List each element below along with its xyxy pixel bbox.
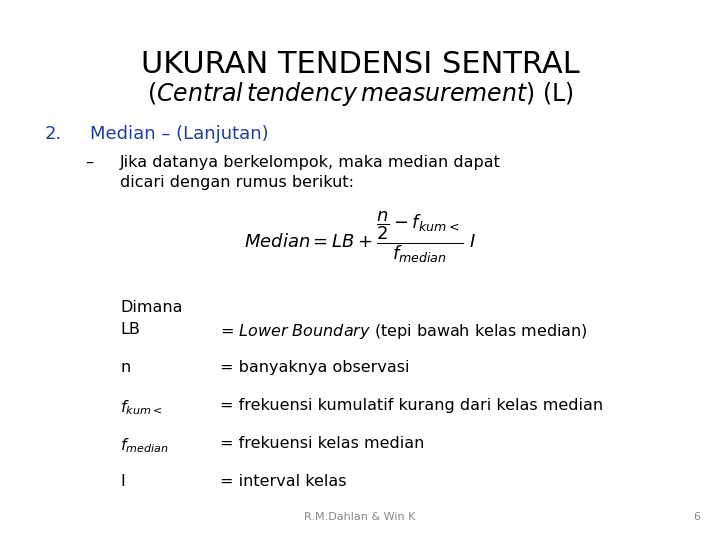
Text: $f_{kum<}$: $f_{kum<}$ xyxy=(120,398,163,417)
Text: = $\it{Lower\ Boundary}$ (tepi bawah kelas median): = $\it{Lower\ Boundary}$ (tepi bawah kel… xyxy=(220,322,588,341)
Text: 2.: 2. xyxy=(45,125,62,143)
Text: dicari dengan rumus berikut:: dicari dengan rumus berikut: xyxy=(120,175,354,190)
Text: $\mathit{Median} = \mathit{LB} + \dfrac{\dfrac{n}{2} - f_{kum<}}{f_{median}}\ \m: $\mathit{Median} = \mathit{LB} + \dfrac{… xyxy=(243,210,477,265)
Text: = interval kelas: = interval kelas xyxy=(220,474,346,489)
Text: Median – (Lanjutan): Median – (Lanjutan) xyxy=(90,125,269,143)
Text: LB: LB xyxy=(120,322,140,337)
Text: Jika datanya berkelompok, maka median dapat: Jika datanya berkelompok, maka median da… xyxy=(120,155,501,170)
Text: R.M.Dahlan & Win K: R.M.Dahlan & Win K xyxy=(305,512,415,522)
Text: n: n xyxy=(120,360,130,375)
Text: = frekuensi kumulatif kurang dari kelas median: = frekuensi kumulatif kurang dari kelas … xyxy=(220,398,603,413)
Text: = banyaknya observasi: = banyaknya observasi xyxy=(220,360,410,375)
Text: = frekuensi kelas median: = frekuensi kelas median xyxy=(220,436,424,451)
Text: UKURAN TENDENSI SENTRAL: UKURAN TENDENSI SENTRAL xyxy=(140,50,580,79)
Text: ($\it{Central\/tendency\/measurement}$) (L): ($\it{Central\/tendency\/measurement}$) … xyxy=(147,80,573,108)
Text: 6: 6 xyxy=(693,512,700,522)
Text: Dimana: Dimana xyxy=(120,300,182,315)
Text: $f_{median}$: $f_{median}$ xyxy=(120,436,168,455)
Text: –: – xyxy=(85,155,93,170)
Text: I: I xyxy=(120,474,125,489)
